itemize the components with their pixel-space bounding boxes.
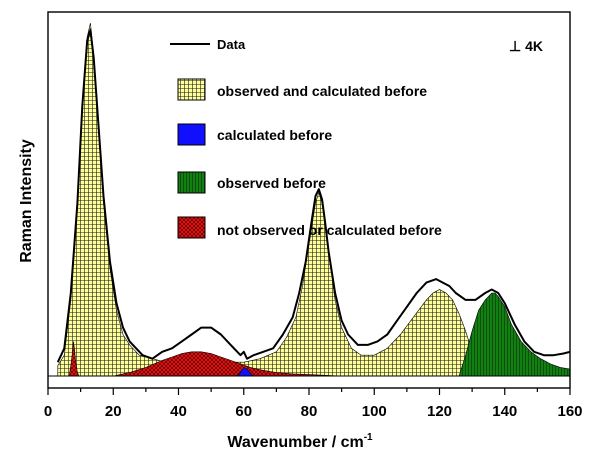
x-tick-label: 20 bbox=[105, 403, 122, 420]
legend-item-data: Data bbox=[170, 37, 246, 52]
x-tick-label: 80 bbox=[301, 403, 318, 420]
x-tick-label: 100 bbox=[362, 403, 387, 420]
series-line-data bbox=[56, 29, 570, 363]
legend-swatch-green bbox=[177, 171, 206, 194]
x-tick-label: 60 bbox=[235, 403, 252, 420]
series-fill-observed-before bbox=[458, 292, 570, 376]
x-tick-label: 160 bbox=[557, 403, 582, 420]
legend-label: observed and calculated before bbox=[217, 83, 427, 99]
x-axis-label-text: Wavenumber / cm bbox=[227, 434, 363, 451]
x-axis-ticks: 0 20 40 60 80 100 120 140 160 bbox=[44, 388, 583, 420]
condition-label: ⊥ 4K bbox=[509, 38, 543, 54]
legend-item-observed: observed before bbox=[177, 171, 326, 194]
series-fill-not-observed-or-calculated-before bbox=[68, 341, 80, 376]
legend: Data observed and calculated before calc… bbox=[170, 37, 442, 239]
x-tick-label: 40 bbox=[170, 403, 187, 420]
x-tick-label: 140 bbox=[492, 403, 517, 420]
data-line-layer bbox=[56, 29, 570, 363]
y-axis-label: Raman Intensity bbox=[18, 139, 35, 263]
series-fill-observed-and-calculated-before bbox=[57, 23, 476, 376]
legend-swatch-red bbox=[177, 216, 206, 239]
legend-item-not-observed: not observed or calculated before bbox=[177, 216, 442, 239]
legend-item-observed-calculated: observed and calculated before bbox=[177, 78, 427, 101]
legend-swatch-yellow bbox=[177, 78, 206, 101]
filled-series bbox=[57, 23, 570, 376]
legend-label: not observed or calculated before bbox=[217, 222, 442, 238]
legend-label: observed before bbox=[217, 175, 326, 191]
x-axis-label-superscript: -1 bbox=[364, 432, 373, 443]
series-fill-not-observed-or-calculated-before bbox=[113, 351, 342, 376]
x-axis-label: Wavenumber / cm-1 bbox=[227, 432, 373, 451]
x-tick-label: 0 bbox=[44, 403, 52, 420]
series-fill-calculated-before bbox=[236, 367, 254, 376]
x-tick-label: 120 bbox=[427, 403, 452, 420]
legend-swatch-blue bbox=[177, 123, 206, 146]
legend-label: calculated before bbox=[217, 127, 332, 143]
legend-label: Data bbox=[217, 37, 246, 52]
legend-item-calculated: calculated before bbox=[177, 123, 332, 146]
